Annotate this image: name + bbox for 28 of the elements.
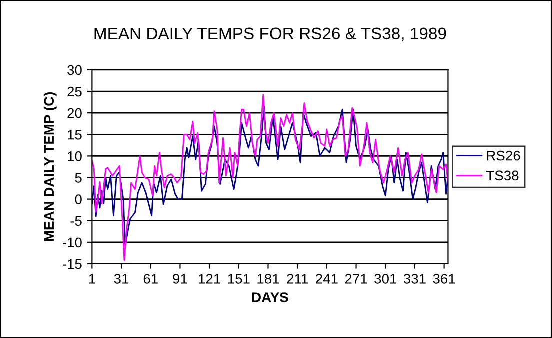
x-tick-label: 241 xyxy=(316,274,338,284)
y-axis-title: MEAN DAILY TEMP (C) xyxy=(44,92,57,242)
x-tick-label: 61 xyxy=(144,274,158,284)
y-tick-label: 0 xyxy=(75,194,82,204)
x-tick-label: 211 xyxy=(287,274,308,284)
x-tick-label: 301 xyxy=(374,274,397,284)
y-tick-label: 5 xyxy=(75,173,82,183)
x-tick-label: 31 xyxy=(114,274,129,284)
x-tick-label: 271 xyxy=(345,274,368,284)
legend-label: RS26 xyxy=(487,150,520,161)
x-tick-label: 361 xyxy=(433,274,456,284)
x-axis-title: DAYS xyxy=(252,292,288,302)
y-tick-label: -5 xyxy=(70,216,82,226)
y-tick-label: 20 xyxy=(68,108,82,118)
x-tick-label: 151 xyxy=(228,274,250,284)
x-tick-label: 121 xyxy=(199,274,220,284)
chart-title: MEAN DAILY TEMPS FOR RS26 & TS38, 1989 xyxy=(94,28,446,42)
y-tick-label: 30 xyxy=(68,65,82,76)
x-tick-label: 91 xyxy=(173,274,188,284)
x-tick-label: 1 xyxy=(89,274,96,284)
x-tick-label: 331 xyxy=(404,274,426,284)
y-tick-label: 25 xyxy=(68,86,82,97)
y-tick-label: -15 xyxy=(63,259,82,270)
y-tick-label: 15 xyxy=(68,130,82,140)
y-tick-label: 10 xyxy=(68,152,82,162)
x-tick-label: 181 xyxy=(258,274,280,284)
y-tick-label: -10 xyxy=(63,238,82,248)
legend-label: TS38 xyxy=(486,170,519,181)
